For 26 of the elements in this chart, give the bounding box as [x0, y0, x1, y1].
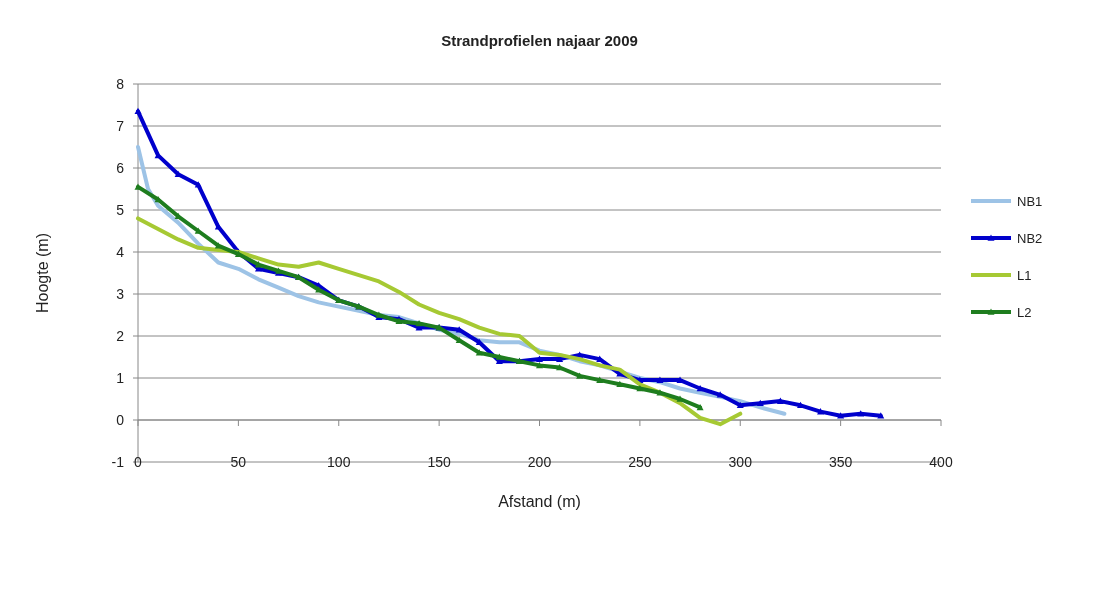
- x-tick-label: 150: [427, 453, 452, 470]
- x-tick-label: 300: [728, 453, 753, 470]
- x-tick-label: 0: [134, 453, 143, 470]
- legend-label: L2: [1017, 304, 1032, 320]
- y-tick-label: 7: [116, 117, 125, 134]
- y-tick-label: -1: [111, 453, 125, 470]
- legend-label: L1: [1017, 267, 1032, 283]
- y-tick-label: 8: [116, 75, 125, 92]
- y-tick-label: 0: [116, 411, 125, 428]
- y-axis-title: Hoogte (m): [34, 232, 51, 314]
- x-tick-label: 250: [628, 453, 652, 470]
- x-tick-label: 100: [327, 453, 351, 470]
- x-tick-label: 200: [527, 453, 552, 470]
- y-tick-label: 6: [116, 159, 125, 176]
- x-axis-title: Afstand (m): [498, 493, 581, 510]
- legend-label: NB1: [1017, 193, 1043, 209]
- y-tick-label: 1: [116, 369, 125, 386]
- chart-title: Strandprofielen najaar 2009: [441, 32, 638, 49]
- y-tick-label: 2: [116, 327, 125, 344]
- x-tick-label: 400: [929, 453, 953, 470]
- y-tick-label: 4: [116, 243, 125, 260]
- legend-label: NB2: [1017, 230, 1043, 246]
- y-tick-label: 5: [116, 201, 125, 218]
- y-tick-label: 3: [116, 285, 125, 302]
- x-tick-label: 50: [230, 453, 247, 470]
- x-tick-label: 350: [828, 453, 853, 470]
